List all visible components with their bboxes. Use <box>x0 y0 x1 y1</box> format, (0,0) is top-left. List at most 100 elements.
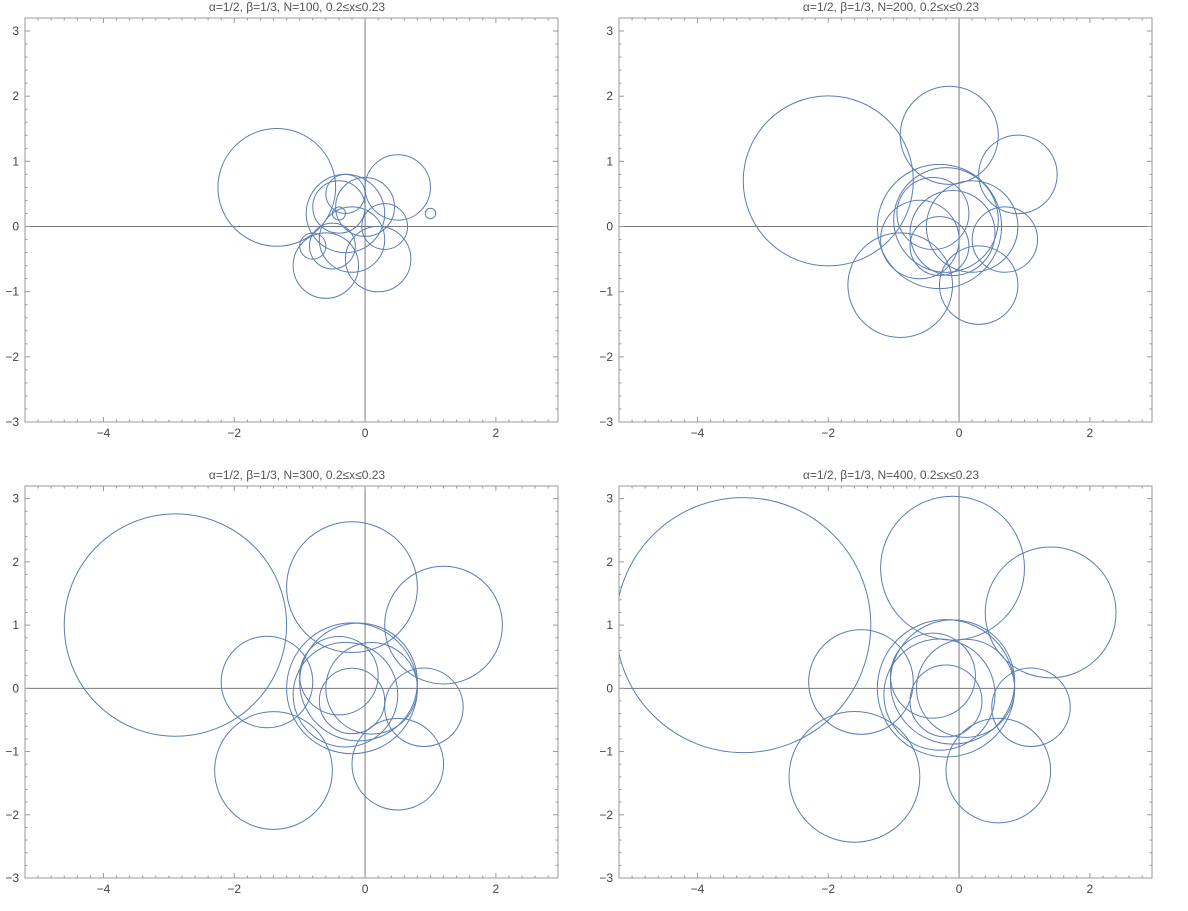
curve-loop <box>909 216 970 276</box>
curve-loop <box>893 167 999 273</box>
x-tick-label: 0 <box>956 426 963 440</box>
y-tick-label: 3 <box>606 24 613 38</box>
curve-loop <box>286 521 418 654</box>
curve-loop <box>971 206 1039 273</box>
curve-loop <box>325 173 366 215</box>
y-tick-label: −2 <box>599 350 613 364</box>
x-tick-label: 0 <box>362 882 369 896</box>
curve-loop <box>984 546 1117 679</box>
x-tick-label: −4 <box>97 882 111 896</box>
curve-loop <box>63 513 288 737</box>
curve-loop <box>308 222 356 270</box>
y-tick-label: −3 <box>599 871 613 885</box>
curve-loop <box>214 711 333 830</box>
y-tick-label: 1 <box>12 618 19 632</box>
x-tick-label: 2 <box>1087 426 1094 440</box>
plot-frame <box>618 485 1153 879</box>
plot-frame <box>618 17 1153 423</box>
curve-loop <box>808 629 914 735</box>
plot-area: −4 −2 0 2 −3 −2 −1 0 1 2 3 <box>5 17 559 440</box>
curve-loop <box>945 717 1052 824</box>
y-tick-label: 2 <box>12 555 19 569</box>
x-tick-label: 2 <box>1087 882 1094 896</box>
x-tick-label: −4 <box>97 426 111 440</box>
y-tick-label: −1 <box>599 285 613 299</box>
y-tick-label: 3 <box>12 24 19 38</box>
y-tick-label: 2 <box>12 89 19 103</box>
curve-loop <box>424 207 437 220</box>
curve-loop <box>325 642 418 735</box>
plot-area: −4 −2 0 2 −3 −2 −1 0 1 2 3 <box>5 485 559 896</box>
x-tick-label: −4 <box>691 882 705 896</box>
curve-loop <box>384 667 464 748</box>
plot-frame <box>24 485 559 879</box>
curve-loop <box>384 565 503 685</box>
curve-loop <box>335 177 396 237</box>
curve-loop <box>938 245 1019 325</box>
curve-loop <box>292 232 360 299</box>
curve-loop <box>619 497 872 754</box>
x-tick-label: 0 <box>956 882 963 896</box>
y-tick-label: −3 <box>599 415 613 429</box>
curve-loop <box>896 177 970 250</box>
curve-loop <box>978 134 1058 215</box>
curve-group <box>63 513 503 830</box>
x-tick-label: 0 <box>362 426 369 440</box>
curve-loop <box>312 180 366 234</box>
y-tick-label: 3 <box>12 492 19 506</box>
curve-group <box>217 128 437 299</box>
curve-loop <box>876 163 1003 290</box>
y-tick-label: 0 <box>12 681 19 695</box>
curve-loop <box>292 641 399 748</box>
curve-loop <box>742 95 914 267</box>
plot-area: −4 −2 0 2 −3 −2 −1 0 1 2 3 <box>599 485 1153 896</box>
y-tick-label: −1 <box>599 745 613 759</box>
panel-n300: α=1/2, β=1/3, N=300, 0.2≤x≤0.23 −4 −2 0 2 −3… <box>0 468 594 911</box>
panel-n400: α=1/2, β=1/3, N=400, 0.2≤x≤0.23 −4 −2 0 2 −3… <box>594 468 1188 911</box>
curve-loop <box>916 638 1016 738</box>
curve-loop <box>880 199 960 280</box>
curve-loop <box>299 622 418 742</box>
curve-loop <box>217 128 337 247</box>
x-tick-label: −4 <box>691 426 705 440</box>
curve-loop <box>899 85 999 185</box>
y-tick-label: −1 <box>5 745 19 759</box>
curve-loop <box>925 180 1019 273</box>
chart-title: α=1/2, β=1/3, N=100, 0.2≤x≤0.23 <box>208 0 386 14</box>
y-tick-label: 2 <box>606 555 613 569</box>
panel-n200: α=1/2, β=1/3, N=200, 0.2≤x≤0.23 −4 −2 0 2 −3… <box>594 0 1188 455</box>
curve-loop <box>299 232 327 260</box>
y-tick-label: 1 <box>606 154 613 168</box>
chart-title: α=1/2, β=1/3, N=200, 0.2≤x≤0.23 <box>802 0 980 14</box>
panel-n100: α=1/2, β=1/3, N=100, 0.2≤x≤0.23 −4 −2 0 2 −3… <box>0 0 594 455</box>
curve-loop <box>361 203 409 250</box>
curve-loop <box>220 635 314 729</box>
y-tick-label: 1 <box>606 618 613 632</box>
curve-group <box>742 85 1058 338</box>
y-tick-label: −2 <box>599 808 613 822</box>
curve-loop <box>991 667 1071 748</box>
curve-loop <box>364 154 431 221</box>
curve-loop <box>847 232 954 338</box>
y-tick-label: −3 <box>5 415 19 429</box>
x-tick-label: −2 <box>227 426 241 440</box>
x-tick-label: 2 <box>493 426 500 440</box>
plot-area: −4 −2 0 2 −3 −2 −1 0 1 2 3 <box>599 17 1153 440</box>
curve-loop <box>788 710 921 843</box>
curve-loop <box>909 190 996 277</box>
curve-loop <box>318 206 386 273</box>
y-tick-label: −2 <box>5 808 19 822</box>
curve-loop <box>889 632 976 719</box>
plot-frame <box>24 17 559 423</box>
y-tick-label: 0 <box>12 220 19 234</box>
chart-title: α=1/2, β=1/3, N=300, 0.2≤x≤0.23 <box>208 468 386 482</box>
y-tick-label: −2 <box>5 350 19 364</box>
y-tick-label: 1 <box>12 154 19 168</box>
y-tick-label: 0 <box>606 220 613 234</box>
curve-loop <box>909 664 983 738</box>
y-tick-label: 3 <box>606 492 613 506</box>
y-tick-label: −1 <box>5 285 19 299</box>
curve-loop <box>299 635 379 716</box>
x-tick-label: −2 <box>821 426 835 440</box>
y-tick-label: 2 <box>606 89 613 103</box>
